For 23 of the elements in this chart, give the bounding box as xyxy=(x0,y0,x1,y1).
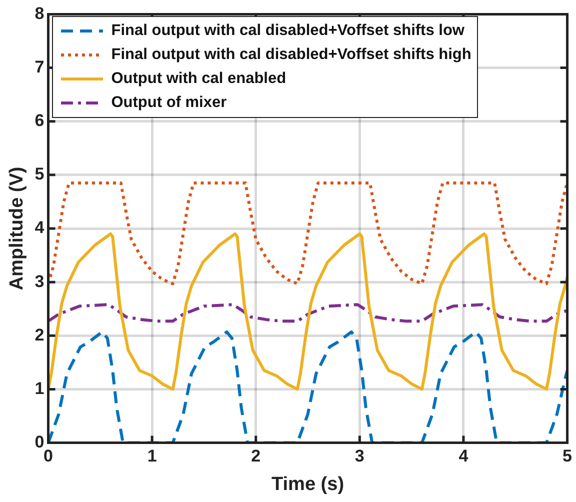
x-tick-label: 1 xyxy=(147,446,157,466)
y-axis-title: Amplitude (V) xyxy=(6,166,28,290)
y-tick-label: 8 xyxy=(34,4,44,23)
x-tick-label: 3 xyxy=(354,446,364,466)
y-tick-label: 3 xyxy=(34,272,44,291)
line-series xyxy=(48,303,568,323)
y-tick-label: 6 xyxy=(34,111,44,130)
line-series xyxy=(48,181,568,286)
x-tick-label: 4 xyxy=(458,446,469,466)
x-tick-label: 2 xyxy=(251,446,261,466)
y-tick-label: 0 xyxy=(34,432,44,452)
legend-label: Output with cal enabled xyxy=(111,70,286,88)
y-tick-label: 1 xyxy=(34,378,44,398)
legend-label: Output of mixer xyxy=(111,94,227,112)
x-tick-label: 5 xyxy=(562,446,572,466)
y-tick-label: 7 xyxy=(34,57,44,76)
y-tick-label: 4 xyxy=(34,218,45,238)
line-series xyxy=(48,330,568,443)
x-axis-title: Time (s) xyxy=(272,474,344,495)
y-tick-label: 2 xyxy=(34,325,44,344)
legend-label: Final output with cal disabled+Voffset shifts high xyxy=(111,46,472,64)
legend-label: Final output with cal disabled+Voffset shifts low xyxy=(111,22,464,40)
y-tick-label: 5 xyxy=(34,164,44,184)
